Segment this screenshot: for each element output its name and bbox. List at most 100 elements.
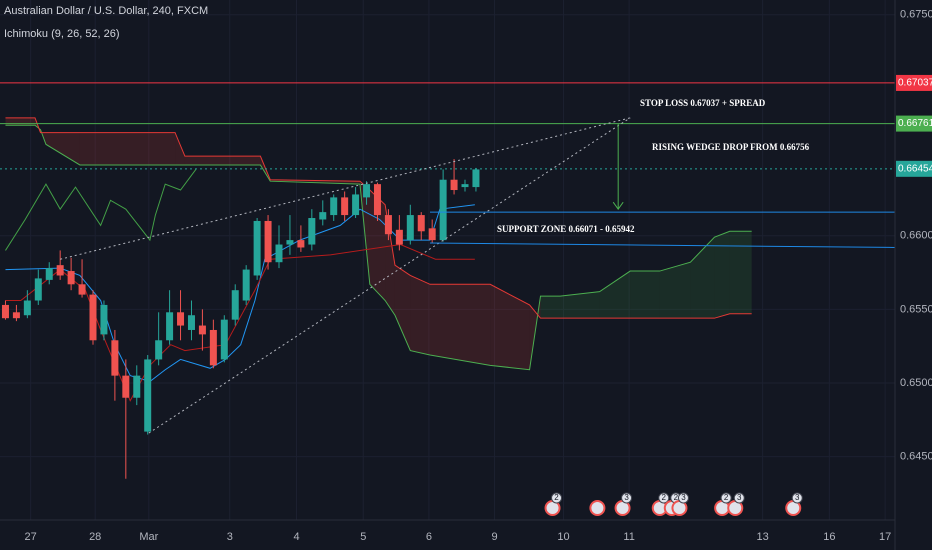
event-badge	[621, 492, 633, 504]
price-level-tag	[896, 160, 932, 177]
price-level-tag	[896, 74, 932, 91]
event-count: 3	[624, 493, 629, 502]
candle-body	[78, 284, 86, 295]
candle-body	[428, 228, 436, 241]
chart-title: Australian Dollar / U.S. Dollar, 240, FX…	[4, 5, 208, 17]
candle-body	[12, 312, 20, 319]
candle-body	[275, 244, 283, 263]
event-marker	[589, 500, 606, 516]
x-tick-label: 6	[426, 531, 432, 543]
candle-body	[187, 315, 195, 330]
span-a-line	[5, 124, 752, 371]
candle-body	[209, 329, 217, 366]
event-badge	[733, 492, 745, 504]
candle-body	[100, 304, 108, 335]
cloud-segment	[630, 271, 660, 319]
cloud-segment	[175, 132, 185, 165]
event-badge	[791, 492, 803, 504]
candle-body	[155, 340, 163, 360]
indicator-line	[5, 169, 197, 251]
candle-body	[330, 197, 338, 216]
cloud-segment	[714, 231, 730, 319]
cloud-segment	[369, 190, 386, 301]
candle-body	[319, 212, 327, 220]
price-level-label: 0.66761	[898, 118, 932, 129]
drawing-line	[148, 117, 631, 434]
event-badge	[658, 492, 670, 504]
candle-body	[417, 215, 425, 232]
x-tick-label: 13	[756, 531, 768, 543]
candle-body	[1, 304, 9, 319]
candle-body	[56, 265, 64, 276]
candle-body	[34, 278, 42, 301]
plot-area	[0, 0, 895, 520]
candle-body	[286, 240, 294, 245]
cloud-segment	[560, 291, 600, 319]
event-count: 2	[662, 493, 667, 502]
candle-body	[308, 218, 316, 245]
candle-body	[450, 179, 458, 191]
candle-body	[111, 340, 119, 376]
candle-body	[198, 325, 206, 335]
x-tick-label: 16	[823, 531, 835, 543]
cloud-segment	[184, 156, 261, 165]
annotation: STOP LOSS 0.67037 + SPREAD	[640, 98, 766, 108]
event-count: 3	[737, 493, 742, 502]
candle-body	[264, 220, 272, 263]
cloud-segment	[540, 296, 561, 319]
candle-body	[363, 184, 371, 198]
candle-body	[406, 215, 414, 241]
candle-body	[67, 271, 75, 285]
candle-body	[133, 375, 141, 398]
drawing-line	[429, 242, 895, 248]
x-tick-label: 3	[227, 531, 233, 543]
candle-body	[177, 312, 185, 326]
cloud-segment	[45, 132, 80, 165]
candle-body	[373, 184, 381, 216]
candle-body	[242, 269, 250, 301]
indicator-label: Ichimoku (9, 26, 52, 26)	[4, 28, 120, 40]
candle-body	[144, 359, 152, 432]
span-b-line	[5, 117, 752, 319]
candle-body	[352, 194, 360, 216]
candle-body	[384, 215, 392, 235]
candle-body	[253, 220, 261, 276]
event-count: 3	[681, 493, 686, 502]
event-count: 2	[724, 493, 729, 502]
cloud-segment	[410, 275, 430, 356]
cloud-segment	[5, 117, 36, 126]
x-tick-label: 10	[557, 531, 569, 543]
event-badge	[677, 492, 689, 504]
cloud-segment	[659, 262, 691, 319]
cloud-segment	[79, 132, 176, 165]
candle-body	[461, 184, 469, 188]
cloud-segment	[394, 265, 411, 351]
x-tick-label: 9	[491, 531, 497, 543]
event-badge	[551, 492, 563, 504]
price-level-label: 0.67037	[898, 78, 932, 89]
event-count: 3	[795, 493, 800, 502]
x-tick-label: 5	[360, 531, 366, 543]
x-tick-label: 11	[623, 531, 634, 543]
candle-body	[231, 290, 239, 320]
candle-body	[395, 229, 403, 245]
event-count: 2	[674, 493, 679, 502]
event-badge	[720, 492, 732, 504]
candle-body	[23, 300, 31, 316]
cloud-segment	[690, 237, 715, 319]
candle-body	[341, 197, 349, 216]
candle-body	[45, 268, 53, 280]
y-tick-label: 0.64500	[900, 451, 932, 463]
candle-body	[166, 312, 174, 341]
event-count: 2	[554, 493, 559, 502]
annotation: RISING WEDGE DROP FROM 0.66756	[652, 142, 810, 152]
cloud-segment	[490, 284, 530, 370]
candle-body	[439, 179, 447, 241]
x-tick-label: 17	[879, 531, 891, 543]
